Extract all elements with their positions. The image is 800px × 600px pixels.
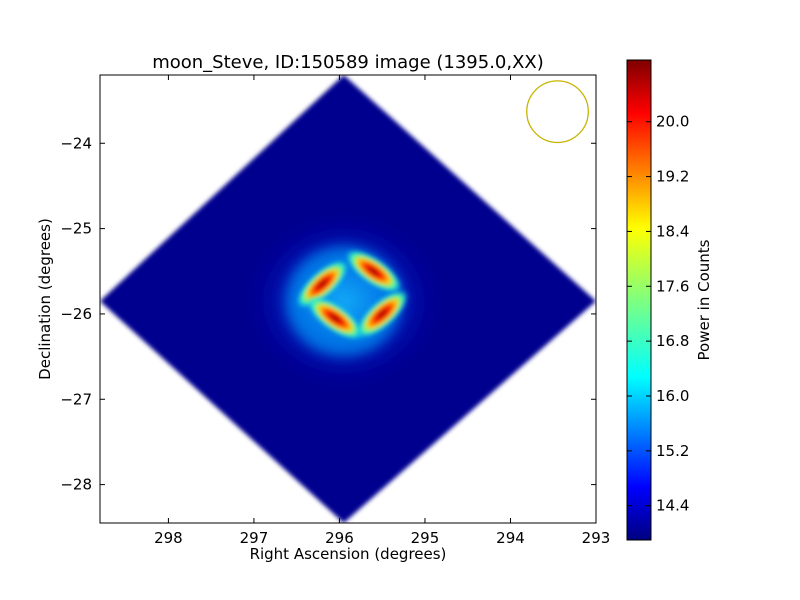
x-axis-ticks: 298 297 296 295 294 293 <box>154 75 610 547</box>
x-tick-label: 296 <box>325 529 354 547</box>
axes-frame <box>99 74 597 524</box>
lobe-lower-right <box>355 289 409 339</box>
y-tick-label: −24 <box>60 134 92 152</box>
colorbar-tick-label: 19.2 <box>656 168 689 186</box>
y-axis-label: Declination (degrees) <box>36 218 54 380</box>
colorbar-label: Power in Counts <box>695 239 713 360</box>
plot-area <box>100 75 596 523</box>
x-tick-label: 295 <box>411 529 440 547</box>
colorbar <box>626 59 652 541</box>
x-tick-label: 293 <box>582 529 611 547</box>
colorbar-tick-label: 18.4 <box>656 222 689 240</box>
lobe-upper-right <box>344 249 403 294</box>
y-tick-label: −25 <box>60 220 92 238</box>
colorbar-ticks: 14.4 15.2 16.0 16.8 17.6 18.4 19.2 20.0 <box>627 113 689 515</box>
lobe-lower-left <box>306 295 365 341</box>
beam-circle <box>526 80 589 144</box>
colorbar-tick-label: 14.4 <box>656 497 689 515</box>
emission-region <box>248 216 439 387</box>
colorbar-tick-label: 15.2 <box>656 442 689 460</box>
x-tick-label: 297 <box>240 529 269 547</box>
colorbar-tick-label: 16.8 <box>656 332 689 350</box>
x-tick-label: 298 <box>154 529 183 547</box>
x-tick-label: 294 <box>496 529 525 547</box>
colorbar-tick-label: 16.0 <box>656 387 689 405</box>
colorbar-tick-label: 20.0 <box>656 113 689 131</box>
chart-title: moon_Steve, ID:150589 image (1395.0,XX) <box>152 52 544 73</box>
y-axis-ticks: −24 −25 −26 −27 −28 <box>60 134 596 494</box>
y-tick-label: −28 <box>60 476 92 494</box>
y-tick-label: −26 <box>60 305 92 323</box>
lobe-upper-left <box>295 259 350 309</box>
x-axis-label: Right Ascension (degrees) <box>250 545 447 563</box>
y-tick-label: −27 <box>60 390 92 408</box>
colorbar-tick-label: 17.6 <box>656 277 689 295</box>
